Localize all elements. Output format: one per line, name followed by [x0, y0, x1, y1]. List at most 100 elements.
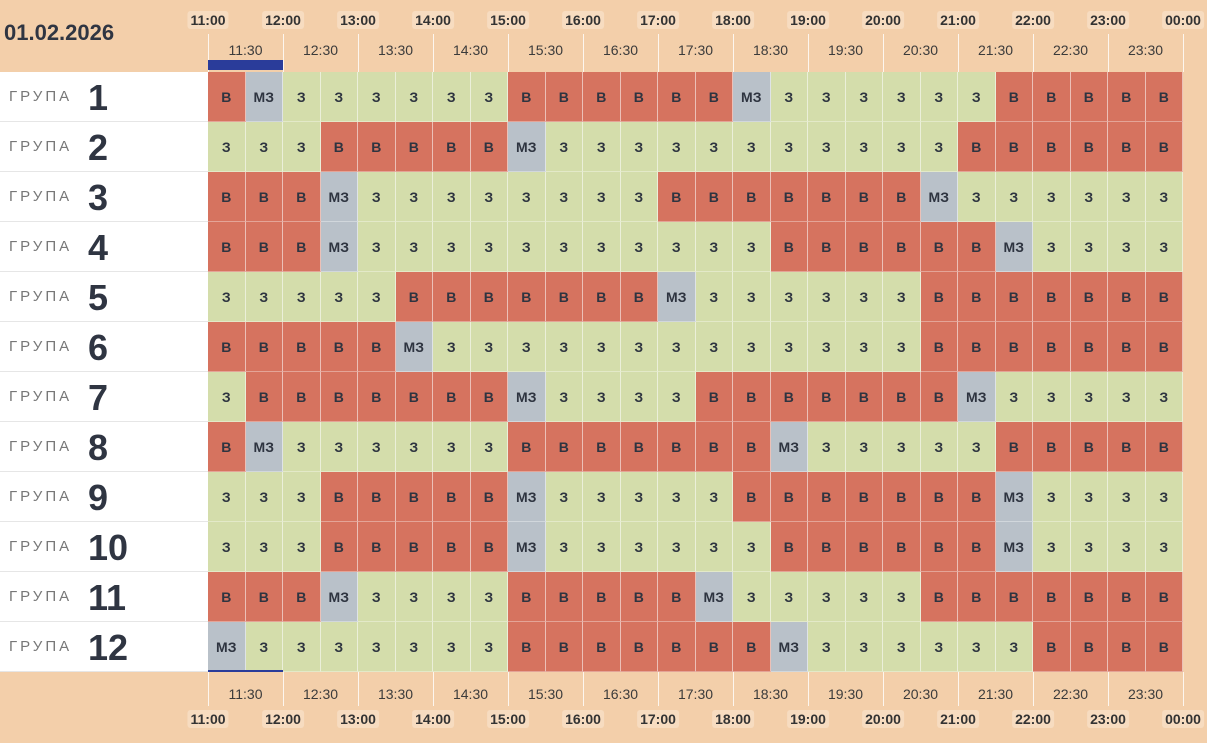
group-label: ГРУПА 5 [0, 272, 208, 322]
schedule-cell: МЗ [920, 172, 958, 222]
schedule-cell: В [358, 372, 396, 422]
schedule-cell: МЗ [208, 622, 246, 672]
schedule-cell: В [883, 522, 921, 572]
group-label: ГРУПА 2 [0, 122, 208, 172]
schedule-cell: З [808, 272, 846, 322]
schedule-cell: В [283, 222, 321, 272]
schedule-cell: В [770, 372, 808, 422]
hour-label: 15:00 [487, 710, 529, 728]
schedule-cell: З [358, 222, 396, 272]
schedule-cell: З [1145, 472, 1183, 522]
schedule-cell: В [283, 372, 321, 422]
hour-label: 19:00 [787, 710, 829, 728]
schedule-cell: З [283, 72, 321, 122]
schedule-cell: В [845, 222, 883, 272]
hour-tick [583, 34, 584, 72]
hour-tick [208, 672, 209, 706]
schedule-cell: З [658, 222, 696, 272]
schedule-cell: З [470, 422, 508, 472]
hour-tick [358, 672, 359, 706]
schedule-cell: В [245, 372, 283, 422]
schedule-cell: В [395, 272, 433, 322]
hour-tick [1033, 672, 1034, 706]
schedule-cell: З [808, 422, 846, 472]
group-number: 1 [88, 77, 109, 118]
schedule-cell: З [808, 572, 846, 622]
half-hour-label: 14:30 [452, 42, 489, 58]
schedule-cell: З [1108, 372, 1146, 422]
half-hour-label: 22:30 [1052, 42, 1089, 58]
schedule-cell: З [545, 372, 583, 422]
schedule-cell: В [658, 172, 696, 222]
schedule-cell: З [920, 72, 958, 122]
schedule-cell: В [883, 222, 921, 272]
schedule-cell: З [583, 522, 621, 572]
schedule-cell: З [395, 572, 433, 622]
schedule-cell: З [1070, 222, 1108, 272]
schedule-cell: МЗ [995, 222, 1033, 272]
schedule-cell: В [1108, 122, 1146, 172]
schedule-cell: В [845, 472, 883, 522]
schedule-cell: В [320, 372, 358, 422]
schedule-cell: МЗ [508, 522, 546, 572]
group-label: ГРУПА 11 [0, 572, 208, 622]
schedule-cell: З [770, 322, 808, 372]
schedule-cell: З [1108, 472, 1146, 522]
schedule-cell: З [995, 172, 1033, 222]
schedule-cell: В [808, 172, 846, 222]
hour-label: 16:00 [562, 11, 604, 29]
schedule-cell: В [920, 322, 958, 372]
hour-tick [208, 34, 209, 72]
schedule-cell: З [320, 622, 358, 672]
schedule-cell: МЗ [958, 372, 996, 422]
schedule-cell: З [208, 122, 246, 172]
schedule-cell: З [695, 522, 733, 572]
half-hour-label: 18:30 [752, 686, 789, 702]
schedule-cell: З [395, 422, 433, 472]
schedule-cell: В [770, 222, 808, 272]
hour-tick [1033, 34, 1034, 72]
schedule-cell: З [283, 622, 321, 672]
schedule-cell: З [620, 472, 658, 522]
schedule-cell: З [920, 622, 958, 672]
schedule-cell: В [958, 122, 996, 172]
schedule-cell: З [508, 322, 546, 372]
schedule-cell: В [733, 172, 771, 222]
schedule-cell: З [883, 272, 921, 322]
schedule-cell: З [958, 422, 996, 472]
schedule-cell: В [583, 572, 621, 622]
schedule-cell: З [695, 122, 733, 172]
half-hour-label: 11:30 [228, 42, 263, 58]
schedule-cell: З [808, 122, 846, 172]
schedule-cell: З [320, 72, 358, 122]
half-hour-label: 20:30 [902, 42, 939, 58]
schedule-cell: В [433, 272, 471, 322]
group-number: 2 [88, 127, 109, 168]
hour-tick [1108, 34, 1109, 72]
schedule-cell: В [695, 172, 733, 222]
schedule-cell: В [770, 522, 808, 572]
hour-label: 00:00 [1162, 11, 1204, 29]
schedule-cell: В [358, 322, 396, 372]
schedule-cell: В [470, 472, 508, 522]
schedule-cell: В [808, 372, 846, 422]
schedule-cell: В [770, 172, 808, 222]
schedule-cell: З [620, 172, 658, 222]
schedule-cell: В [1145, 322, 1183, 372]
schedule-cell: В [1033, 272, 1071, 322]
schedule-cell: З [658, 472, 696, 522]
schedule-cell: З [545, 122, 583, 172]
half-hour-label: 20:30 [902, 686, 939, 702]
hour-tick [1108, 672, 1109, 706]
schedule-cell: З [695, 222, 733, 272]
schedule-cell: З [1145, 522, 1183, 572]
half-hour-label: 12:30 [302, 42, 339, 58]
schedule-cell: МЗ [508, 472, 546, 522]
schedule-cell: В [1070, 322, 1108, 372]
schedule-cell: З [958, 622, 996, 672]
schedule-cell: В [508, 272, 546, 322]
schedule-cell: З [920, 422, 958, 472]
schedule-cell: В [358, 522, 396, 572]
schedule-cell: В [320, 122, 358, 172]
